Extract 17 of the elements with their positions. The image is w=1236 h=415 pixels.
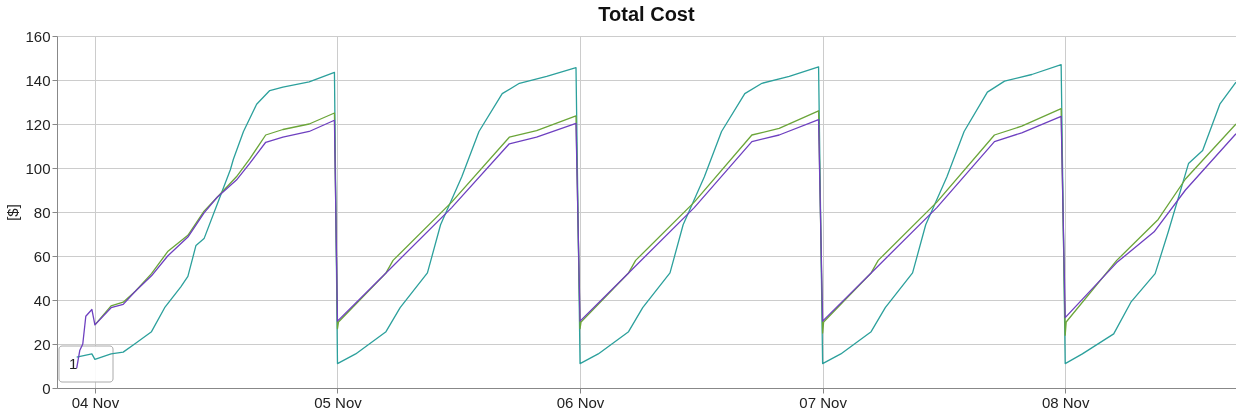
y-tick-label: 60 [33, 247, 51, 265]
y-tick-label: 40 [33, 291, 51, 309]
annotation: 1 [69, 355, 78, 372]
chart-title: Total Cost [598, 3, 695, 25]
y-tick-label: 20 [33, 335, 51, 353]
y-tick-label: 140 [25, 71, 51, 89]
x-tick-label: 04 Nov [71, 393, 120, 411]
y-tick-label: 160 [25, 27, 51, 45]
y-tick-label: 100 [25, 159, 51, 177]
x-tick-label: 07 Nov [799, 393, 848, 411]
x-tick-label: 06 Nov [556, 393, 605, 411]
y-tick-label: 120 [25, 115, 51, 133]
y-axis-title: [$] [4, 204, 22, 221]
y-tick-label: 0 [42, 379, 51, 397]
y-tick-label: 80 [33, 203, 51, 221]
x-tick-label: 05 Nov [314, 393, 363, 411]
x-tick-label: 08 Nov [1041, 393, 1090, 411]
